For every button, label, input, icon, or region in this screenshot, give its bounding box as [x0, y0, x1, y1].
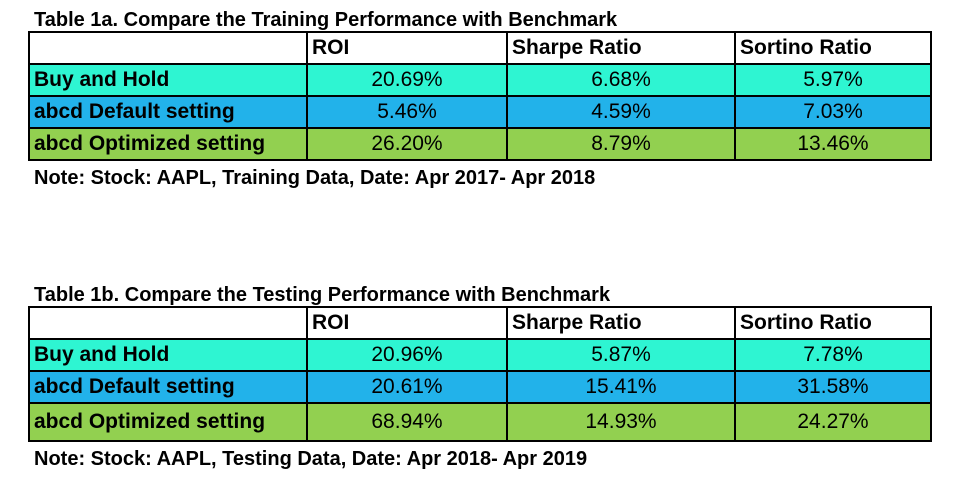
header-empty-cell — [28, 31, 308, 65]
table-1a-block: Table 1a. Compare the Training Performan… — [28, 9, 932, 189]
table-header-row: ROI Sharpe Ratio Sortino Ratio — [28, 31, 932, 65]
table-1a: ROI Sharpe Ratio Sortino Ratio Buy and H… — [28, 31, 932, 161]
cell-roi: 20.69% — [306, 63, 508, 97]
row-label: abcd Default setting — [28, 95, 308, 129]
header-empty-cell — [28, 306, 308, 340]
table-row-buy-and-hold: Buy and Hold 20.96% 5.87% 7.78% — [28, 338, 932, 372]
table-header-row: ROI Sharpe Ratio Sortino Ratio — [28, 306, 932, 340]
table-row-buy-and-hold: Buy and Hold 20.69% 6.68% 5.97% — [28, 63, 932, 97]
row-label: Buy and Hold — [28, 63, 308, 97]
table-1b-title: Table 1b. Compare the Testing Performanc… — [34, 284, 611, 306]
header-sharpe-ratio: Sharpe Ratio — [506, 31, 736, 65]
table-1b-block: Table 1b. Compare the Testing Performanc… — [28, 284, 932, 470]
table-1a-note: Note: Stock: AAPL, Training Data, Date: … — [34, 167, 596, 189]
cell-sortino: 13.46% — [734, 127, 932, 161]
row-label: abcd Optimized setting — [28, 402, 308, 442]
header-roi: ROI — [306, 306, 508, 340]
header-sortino-ratio: Sortino Ratio — [734, 31, 932, 65]
cell-sortino: 5.97% — [734, 63, 932, 97]
cell-roi: 5.46% — [306, 95, 508, 129]
header-sharpe-ratio: Sharpe Ratio — [506, 306, 736, 340]
cell-sortino: 24.27% — [734, 402, 932, 442]
header-sortino-ratio: Sortino Ratio — [734, 306, 932, 340]
cell-roi: 26.20% — [306, 127, 508, 161]
cell-sortino: 31.58% — [734, 370, 932, 404]
cell-sharpe: 14.93% — [506, 402, 736, 442]
row-label: abcd Optimized setting — [28, 127, 308, 161]
table-1a-title: Table 1a. Compare the Training Performan… — [34, 9, 618, 31]
table-row-optimized-setting: abcd Optimized setting 26.20% 8.79% 13.4… — [28, 127, 932, 161]
cell-sortino: 7.78% — [734, 338, 932, 372]
cell-roi: 20.61% — [306, 370, 508, 404]
cell-sharpe: 8.79% — [506, 127, 736, 161]
cell-sharpe: 15.41% — [506, 370, 736, 404]
table-1b: ROI Sharpe Ratio Sortino Ratio Buy and H… — [28, 306, 932, 442]
row-label: Buy and Hold — [28, 338, 308, 372]
table-row-default-setting: abcd Default setting 20.61% 15.41% 31.58… — [28, 370, 932, 404]
table-row-optimized-setting: abcd Optimized setting 68.94% 14.93% 24.… — [28, 402, 932, 442]
cell-sharpe: 6.68% — [506, 63, 736, 97]
row-label: abcd Default setting — [28, 370, 308, 404]
cell-roi: 20.96% — [306, 338, 508, 372]
cell-roi: 68.94% — [306, 402, 508, 442]
cell-sortino: 7.03% — [734, 95, 932, 129]
cell-sharpe: 5.87% — [506, 338, 736, 372]
cell-sharpe: 4.59% — [506, 95, 736, 129]
table-row-default-setting: abcd Default setting 5.46% 4.59% 7.03% — [28, 95, 932, 129]
table-1b-note: Note: Stock: AAPL, Testing Data, Date: A… — [34, 448, 588, 470]
header-roi: ROI — [306, 31, 508, 65]
